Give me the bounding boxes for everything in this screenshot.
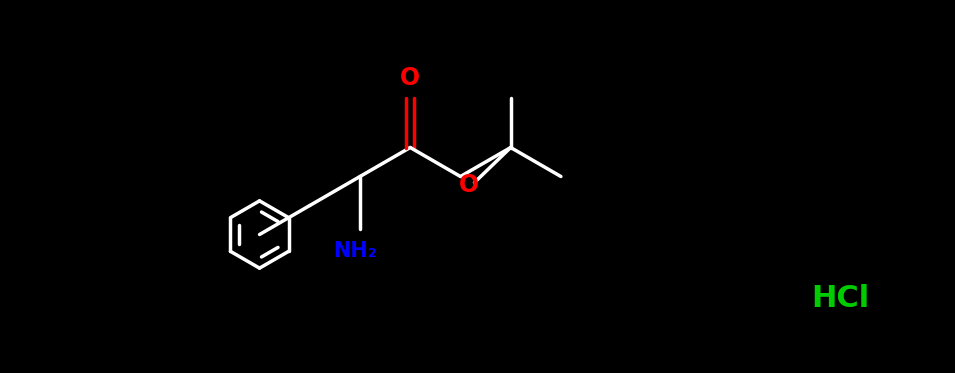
Text: O: O [400,66,420,90]
Text: NH₂: NH₂ [333,241,377,261]
Text: O: O [458,172,478,197]
Text: HCl: HCl [812,284,869,313]
